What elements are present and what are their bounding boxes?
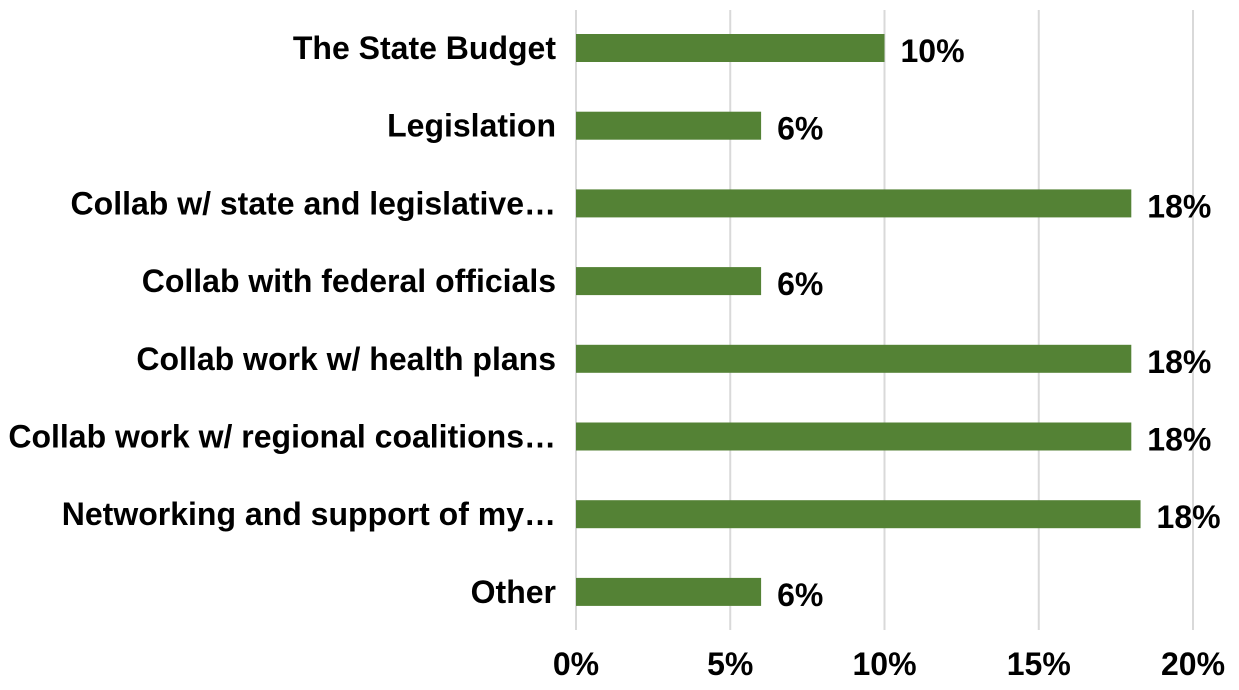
data-label: 6% (777, 577, 823, 613)
data-label: 6% (777, 111, 823, 147)
data-label: 18% (1147, 188, 1211, 224)
category-label: Collab work w/ regional coalitions… (8, 419, 556, 455)
bar (576, 344, 1132, 373)
bar (576, 189, 1132, 218)
data-label: 18% (1147, 344, 1211, 380)
x-tick-label: 5% (707, 646, 753, 682)
x-tick-label: 0% (553, 646, 599, 682)
category-label: Other (471, 574, 556, 610)
x-tick-label: 10% (852, 646, 916, 682)
value-labels: 10% 6% 18% 6% 18% 18% 18% 6% (777, 33, 1221, 613)
data-label: 6% (777, 266, 823, 302)
category-labels: The State Budget Legislation Collab w/ sta… (8, 30, 556, 610)
bars (576, 34, 1141, 606)
bar (576, 422, 1132, 451)
data-label: 18% (1147, 422, 1211, 458)
category-label: Networking and support of my… (62, 496, 556, 532)
bar (576, 577, 762, 606)
gridlines (575, 10, 1194, 630)
bar (576, 267, 762, 296)
category-label: The State Budget (293, 30, 556, 66)
data-label: 10% (901, 33, 965, 69)
bar (576, 111, 762, 140)
bar (576, 500, 1141, 529)
bar (576, 34, 885, 62)
category-label: Legislation (387, 108, 556, 144)
category-label: Collab work w/ health plans (136, 341, 556, 377)
x-tick-label: 15% (1007, 646, 1071, 682)
data-label: 18% (1157, 499, 1221, 535)
x-tick-label: 20% (1161, 646, 1225, 682)
category-label: Collab w/ state and legislative… (71, 185, 556, 221)
x-axis-ticks: 0% 5% 10% 15% 20% (553, 646, 1225, 682)
category-label: Collab with federal officials (142, 263, 556, 299)
